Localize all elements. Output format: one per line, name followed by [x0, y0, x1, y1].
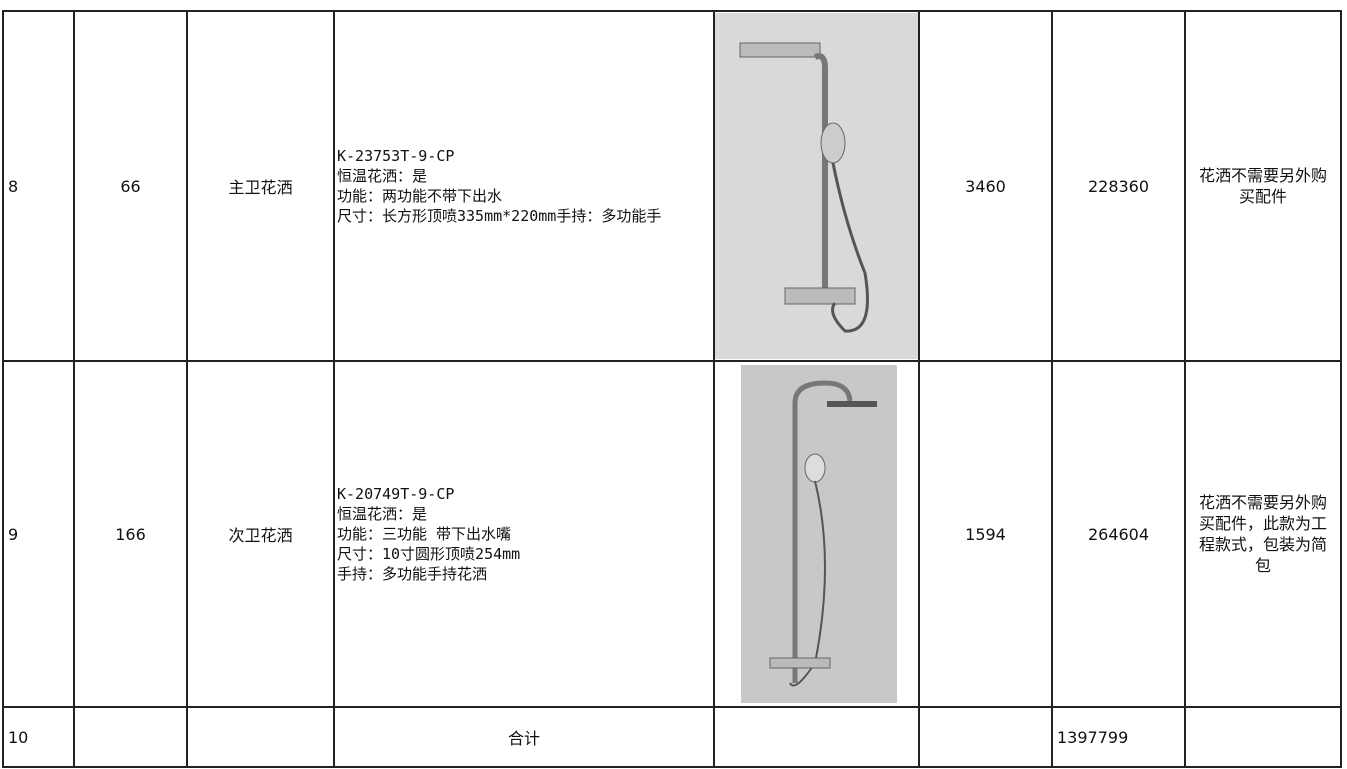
cell-image	[713, 360, 920, 708]
cell-qty: 166	[73, 360, 188, 708]
cell-price: 1594	[918, 360, 1053, 708]
row: 9 166 次卫花洒 K-20749T-9-CP 恒温花洒：是 功能：三功能 带…	[2, 360, 1342, 708]
spec-line: 恒温花洒：是	[337, 505, 428, 523]
cell-no: 9	[2, 360, 75, 708]
spec-line: 尺寸：10寸圆形顶喷254mm	[337, 545, 521, 563]
cell-image	[713, 706, 920, 768]
spec-line: K-20749T-9-CP	[337, 485, 455, 503]
cell-total: 1397799	[1051, 706, 1186, 768]
cell-no: 10	[2, 706, 75, 768]
product-image	[715, 13, 918, 359]
cell-note: 花洒不需要另外购买配件	[1184, 10, 1342, 362]
cell-spec: K-20749T-9-CP 恒温花洒：是 功能：三功能 带下出水嘴 尺寸：10寸…	[333, 360, 715, 708]
cell-total: 264604	[1051, 360, 1186, 708]
cell-spec: K-23753T-9-CP 恒温花洒：是 功能：两功能不带下出水 尺寸：长方形顶…	[333, 10, 715, 362]
row: 8 66 主卫花洒 K-23753T-9-CP 恒温花洒：是 功能：两功能不带下…	[2, 10, 1342, 362]
spec-line: 尺寸：长方形顶喷335mm*220mm手持：多功能手	[337, 207, 662, 225]
quote-table: 8 66 主卫花洒 K-23753T-9-CP 恒温花洒：是 功能：两功能不带下…	[2, 10, 1342, 768]
cell-name: 次卫花洒	[186, 360, 335, 708]
spec-line: 功能：三功能 带下出水嘴	[337, 525, 512, 543]
cell-no: 8	[2, 10, 75, 362]
cell-name	[186, 706, 335, 768]
cell-total: 228360	[1051, 10, 1186, 362]
cell-price: 3460	[918, 10, 1053, 362]
product-image	[741, 365, 897, 703]
spec-line: 功能：两功能不带下出水	[337, 187, 503, 205]
cell-name: 主卫花洒	[186, 10, 335, 362]
cell-qty	[73, 706, 188, 768]
row: 10 合计 1397799	[2, 706, 1342, 768]
spec-line: 手持：多功能手持花洒	[337, 565, 488, 583]
spec-line: 恒温花洒：是	[337, 167, 428, 185]
cell-qty: 66	[73, 10, 188, 362]
cell-price	[918, 706, 1053, 768]
cell-label: 合计	[333, 706, 715, 768]
cell-image	[713, 10, 920, 362]
cell-note: 花洒不需要另外购买配件，此款为工程款式，包装为简包	[1184, 360, 1342, 708]
cell-note	[1184, 706, 1342, 768]
spec-line: K-23753T-9-CP	[337, 147, 455, 165]
